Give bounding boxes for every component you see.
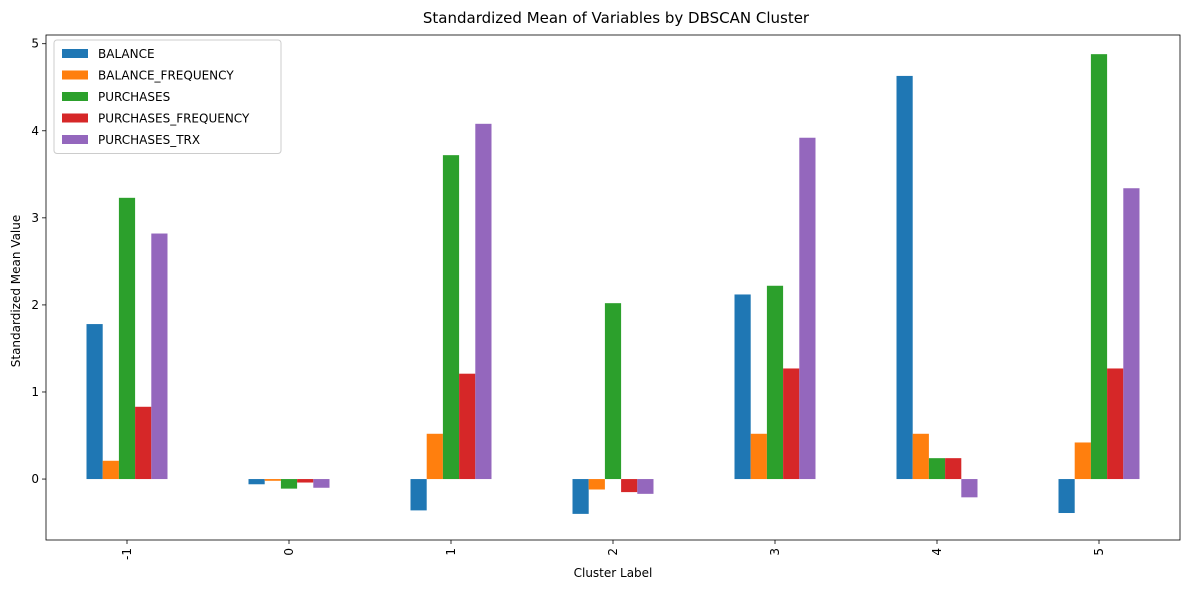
legend-swatch <box>62 70 88 80</box>
y-tick-label: 3 <box>31 211 39 225</box>
legend-label: PURCHASES_FREQUENCY <box>98 112 250 126</box>
y-axis-label: Standardized Mean Value <box>9 215 23 368</box>
legend-label: BALANCE_FREQUENCY <box>98 69 234 83</box>
bar-balance-cluster-3 <box>734 294 751 480</box>
x-tick-label: 4 <box>930 548 944 556</box>
legend-label: PURCHASES <box>98 90 170 104</box>
legend-label: PURCHASES_TRX <box>98 133 200 147</box>
bar-purchases-frequency-cluster-3 <box>783 368 800 480</box>
bar-purchases-cluster-1 <box>442 155 460 480</box>
plot-area <box>45 34 1181 541</box>
x-axis: -1 0 1 2 3 4 5 <box>120 540 1106 560</box>
bar-balance-cluster-5 <box>1058 479 1075 514</box>
bar-balance-cluster--1 <box>86 324 103 480</box>
y-tick-label: 1 <box>31 385 39 399</box>
bar-purchases-cluster-3 <box>766 285 784 480</box>
x-tick-label: 0 <box>282 548 296 556</box>
bar-purchases-frequency-cluster--1 <box>135 406 152 480</box>
bar-purchases-cluster-2 <box>604 303 622 480</box>
bar-purchases-cluster-4 <box>928 458 946 480</box>
y-tick-label: 5 <box>31 37 39 51</box>
legend-swatch <box>62 49 88 58</box>
bar-purchases-cluster-5 <box>1090 54 1108 480</box>
bar-balance-frequency-cluster-1 <box>426 433 443 480</box>
bar-balance-cluster-2 <box>572 479 589 514</box>
bar-purchases-trx-cluster-0 <box>313 479 330 488</box>
bar-purchases-trx-cluster-3 <box>799 137 816 480</box>
bar-purchases-trx-cluster-1 <box>475 123 492 480</box>
y-tick-label: 2 <box>31 298 39 312</box>
bar-balance-frequency-cluster-5 <box>1074 442 1091 480</box>
y-axis: 0 1 2 3 4 5 <box>31 37 46 486</box>
bar-balance-frequency-cluster-2 <box>588 479 605 490</box>
bar-purchases-cluster--1 <box>118 197 136 480</box>
x-axis-label: Cluster Label <box>574 566 653 580</box>
bar-purchases-frequency-cluster-4 <box>945 458 962 480</box>
bar-balance-frequency-cluster-0 <box>264 479 281 481</box>
y-tick-label: 4 <box>31 124 39 138</box>
legend-box <box>53 39 282 154</box>
bar-purchases-frequency-cluster-2 <box>621 479 638 493</box>
bar-purchases-cluster-0 <box>280 479 298 489</box>
bar-purchases-trx-cluster--1 <box>151 233 168 480</box>
bar-purchases-frequency-cluster-5 <box>1107 368 1124 480</box>
bar-balance-cluster-0 <box>248 479 265 485</box>
bar-purchases-trx-cluster-5 <box>1123 188 1140 480</box>
legend-swatch <box>62 113 88 123</box>
legend-label: BALANCE <box>98 47 155 61</box>
legend-swatch <box>62 135 88 144</box>
bar-balance-frequency-cluster--1 <box>102 460 119 480</box>
bar-balance-frequency-cluster-4 <box>912 433 929 480</box>
bar-purchases-frequency-cluster-0 <box>297 479 314 483</box>
chart-title: Standardized Mean of Variables by DBSCAN… <box>423 9 810 27</box>
x-tick-label: 3 <box>768 548 782 556</box>
legend: BALANCE BALANCE_FREQUENCY PURCHASES PURCHAS… <box>53 39 282 154</box>
x-tick-label: 5 <box>1092 548 1106 556</box>
legend-swatch <box>62 92 88 101</box>
x-tick-label: 1 <box>444 548 458 556</box>
bar-balance-cluster-4 <box>896 75 913 480</box>
bar-balance-frequency-cluster-3 <box>750 433 767 480</box>
y-tick-label: 0 <box>31 472 39 486</box>
bar-purchases-trx-cluster-4 <box>961 479 978 498</box>
bar-balance-cluster-1 <box>410 479 427 511</box>
x-tick-label: -1 <box>120 548 134 560</box>
bar-purchases-trx-cluster-2 <box>637 479 654 494</box>
bar-purchases-frequency-cluster-1 <box>459 373 476 480</box>
x-tick-label: 2 <box>606 548 620 556</box>
